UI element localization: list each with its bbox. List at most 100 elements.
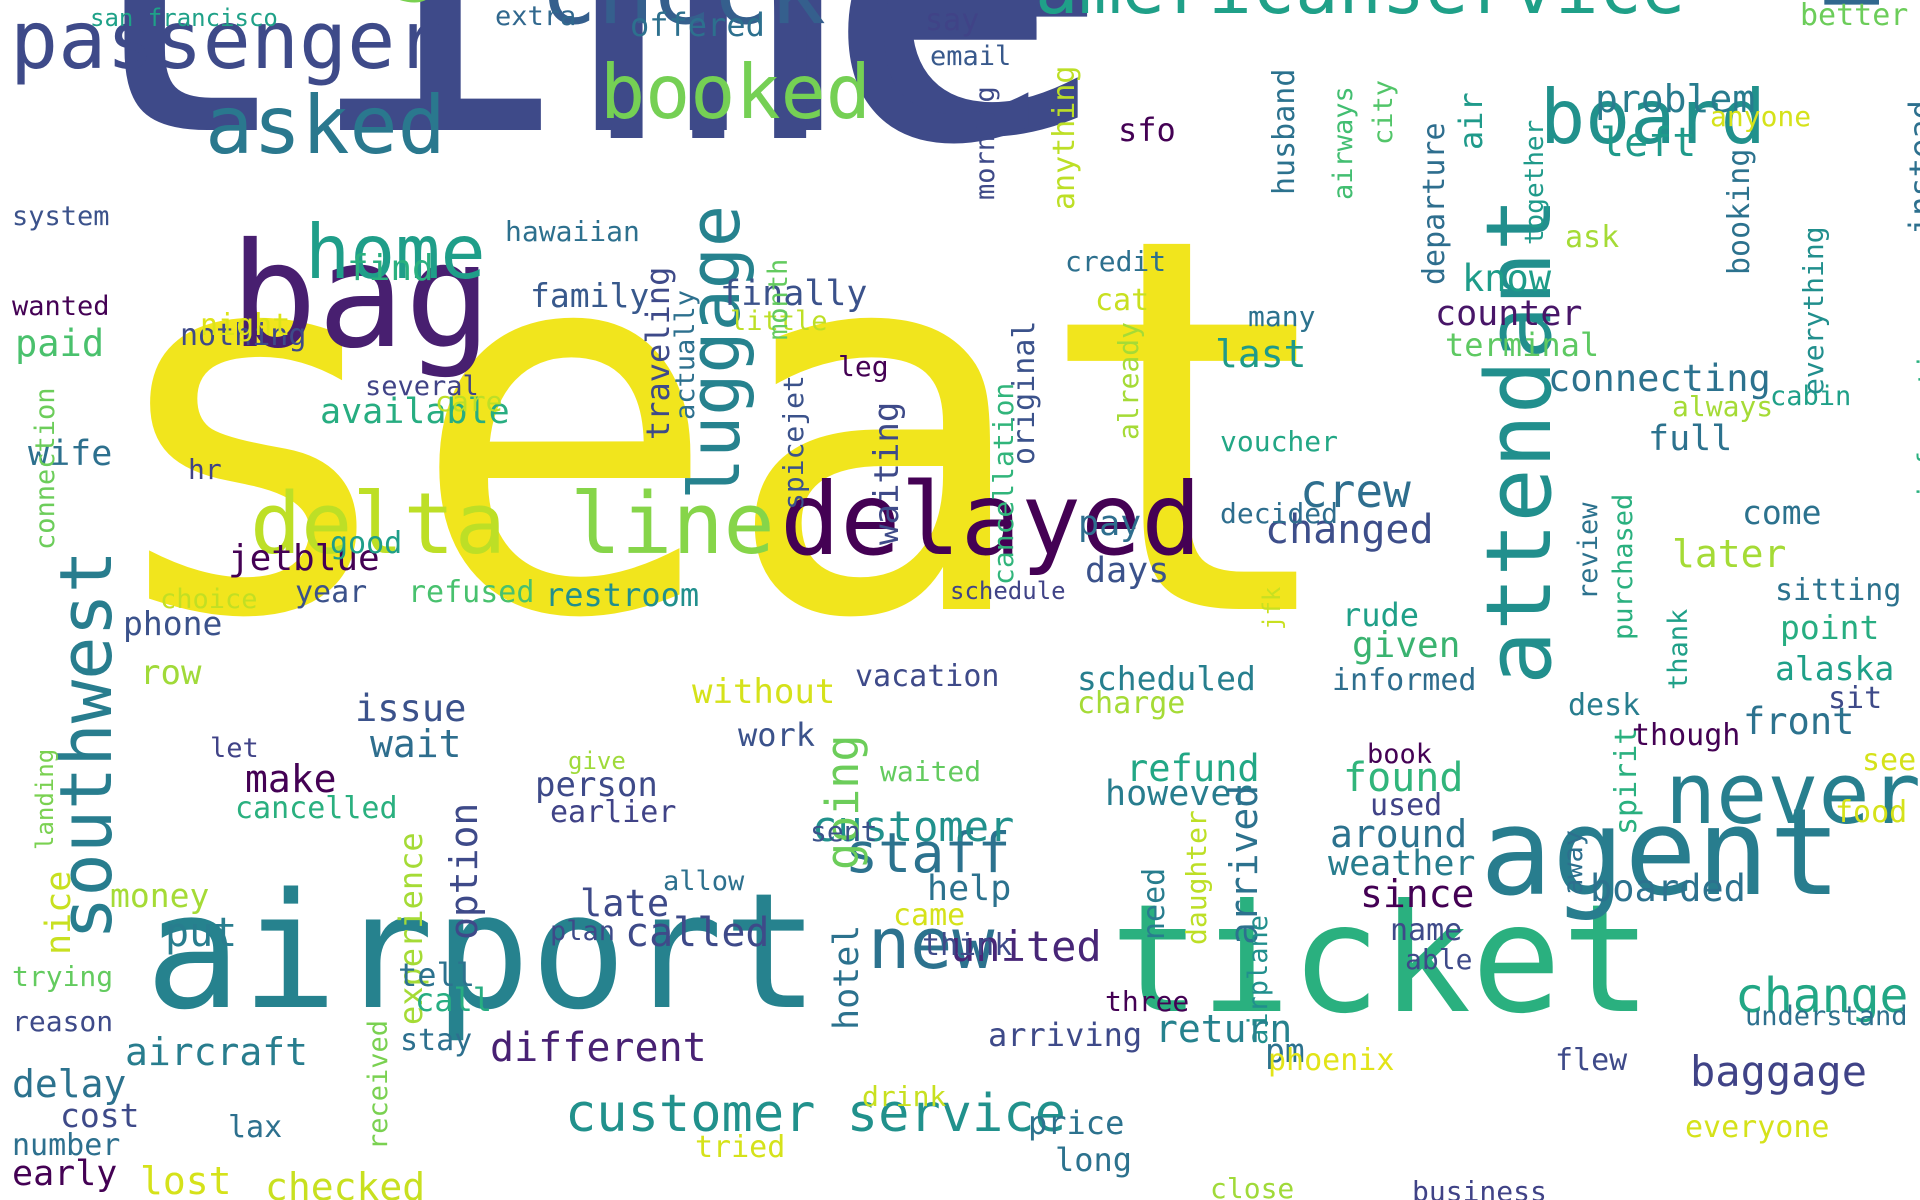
word-give: give xyxy=(568,746,626,775)
word-year: year xyxy=(295,575,368,610)
word-flew: flew xyxy=(1555,1043,1628,1078)
word-morning: morning xyxy=(970,86,1001,200)
word-san-francisco: san francisco xyxy=(90,3,278,32)
word-understand: understand xyxy=(1745,1001,1908,1033)
word-extra: extra xyxy=(495,1,577,33)
word-paid: paid xyxy=(15,322,105,366)
word-alaska: alaska xyxy=(1775,648,1895,688)
word-vacation: vacation xyxy=(855,659,1000,694)
word-row: row xyxy=(140,652,202,693)
word-aircraft: aircraft xyxy=(125,1029,309,1074)
word-need: need xyxy=(1137,867,1172,940)
word-say: say xyxy=(925,3,980,38)
word-earlier: earlier xyxy=(550,795,677,830)
word-care: care xyxy=(435,384,503,418)
word-however: however xyxy=(1105,774,1253,814)
word-asked: asked xyxy=(205,79,446,172)
word-left: left xyxy=(1600,120,1697,166)
word-hotel: hotel xyxy=(827,924,867,1030)
word-given: given xyxy=(1352,625,1461,667)
word-husband: husband xyxy=(1267,68,1302,195)
word-instead: instead xyxy=(1902,100,1920,235)
word-little: little xyxy=(730,306,828,338)
word-family: family xyxy=(530,275,650,315)
word-delta: delta xyxy=(250,475,506,574)
word-around: around xyxy=(1330,811,1468,856)
word-board: board xyxy=(1540,73,1766,161)
word-landing: landing xyxy=(31,748,59,850)
word-business: business xyxy=(1412,1174,1547,1200)
word-plan: plan xyxy=(550,916,616,948)
word-choice: choice xyxy=(160,584,258,616)
word-weather: weather xyxy=(1328,844,1476,884)
word-better: better xyxy=(1800,0,1909,33)
word-money: money xyxy=(110,875,210,915)
word-find: find xyxy=(347,248,434,290)
word-away: away xyxy=(1558,829,1589,895)
word-changed: changed xyxy=(1265,507,1434,553)
word-customer-service: customer service xyxy=(565,1084,1066,1145)
word-reason: reason xyxy=(12,1004,114,1038)
word-anything: anything xyxy=(1047,65,1082,211)
word-number: number xyxy=(12,1128,121,1163)
word-counter: counter xyxy=(1435,294,1583,334)
word-cabin: cabin xyxy=(1770,381,1852,413)
word-waited: waited xyxy=(880,754,982,788)
word-pm: pm xyxy=(1265,1030,1305,1070)
word-ask: ask xyxy=(1565,220,1620,255)
word-everyone: everyone xyxy=(1685,1110,1830,1145)
word-scheduled: scheduled xyxy=(1077,658,1256,698)
word-close: close xyxy=(1210,1171,1295,1200)
word-wait: wait xyxy=(370,721,462,766)
word-sfo: sfo xyxy=(1118,111,1176,150)
word-nice: nice xyxy=(39,870,79,955)
word-allow: allow xyxy=(663,866,745,898)
word-email: email xyxy=(930,41,1012,73)
word-actually: actually xyxy=(670,289,701,420)
word-purchased: purchased xyxy=(1608,493,1639,640)
word-full: full xyxy=(1648,419,1733,459)
word-together: together xyxy=(1520,119,1550,245)
word-seat: seat xyxy=(95,126,1348,732)
word-cost: cost xyxy=(60,1095,140,1135)
word-system: system xyxy=(12,201,110,233)
word-front: front xyxy=(1743,700,1855,744)
word-home: home xyxy=(305,208,486,296)
word-charge: charge xyxy=(1077,686,1186,721)
word-check: check xyxy=(540,0,826,39)
word-problem: problem xyxy=(1595,76,1756,121)
word-passenger: passenger xyxy=(10,0,444,87)
word-informed: informed xyxy=(1332,663,1477,698)
word-many: many xyxy=(1248,299,1316,333)
word-point: point xyxy=(1780,607,1880,647)
word-tried: tried xyxy=(695,1130,786,1165)
word-everything: everything xyxy=(1797,226,1830,395)
word-month: month xyxy=(763,258,794,340)
word-restroom: restroom xyxy=(545,576,700,615)
word-return: return xyxy=(1155,1006,1293,1051)
word-long: long xyxy=(1055,1141,1133,1180)
word-always: always xyxy=(1672,389,1774,423)
word-sitting: sitting xyxy=(1775,573,1902,608)
word-let: let xyxy=(210,733,259,765)
word-jfk: jfk xyxy=(1258,586,1286,630)
word-anyone: anyone xyxy=(1710,99,1812,133)
word-cancellation: cancellation xyxy=(987,382,1020,585)
word-work: work xyxy=(738,716,816,755)
word-arriving: arriving xyxy=(988,1016,1143,1055)
word-delayed: delayed xyxy=(780,461,1202,578)
word-phone: phone xyxy=(123,603,223,643)
word-city: city xyxy=(1368,79,1399,145)
word-americanservice: americanservice xyxy=(1035,0,1685,24)
word-put: put xyxy=(165,910,238,956)
word-connection: connection xyxy=(30,387,61,550)
word-received: received xyxy=(363,1019,394,1150)
word-already: already xyxy=(1112,321,1145,440)
word-baggage: baggage xyxy=(1690,1047,1868,1097)
word-voucher: voucher xyxy=(1220,424,1339,458)
word-stay: stay xyxy=(400,1023,473,1058)
word-think: think xyxy=(922,928,1013,963)
word-price: price xyxy=(1028,1104,1125,1143)
word-wanted: wanted xyxy=(12,291,110,323)
